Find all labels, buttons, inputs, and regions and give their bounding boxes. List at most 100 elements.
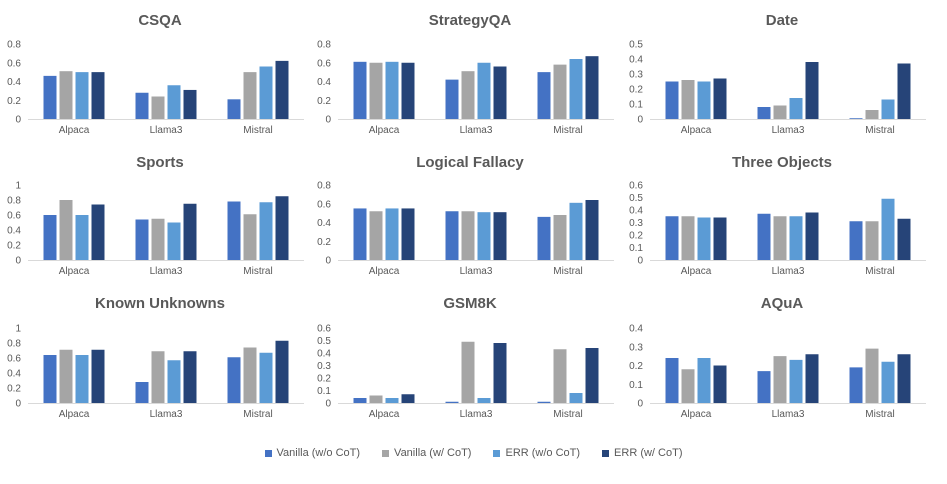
bar-alpaca-vanilla-w-o-cot [43,75,57,119]
bar-llama3-vanilla-w-cot [773,105,787,119]
x-category-label: Llama3 [460,125,493,136]
bar-mistral-vanilla-w-o-cot [537,216,551,260]
bar-alpaca-err-w-cot [713,78,727,119]
bar-llama3-vanilla-w-o-cot [135,382,149,403]
bar-alpaca-err-w-cot [91,204,105,260]
legend: Vanilla (w/o CoT) Vanilla (w/ CoT) ERR (… [0,444,947,462]
y-tick-label: 0.4 [7,226,21,237]
bar-alpaca-err-w-cot [713,365,727,403]
bar-mistral-err-w-o-cot [259,352,273,403]
y-tick-label: 0.4 [7,369,21,380]
y-tick-label: 0 [15,115,21,126]
x-category-label: Mistral [553,409,582,420]
bar-llama3-err-w-o-cot [167,222,181,260]
bar-llama3-err-w-cot [805,62,819,119]
bar-alpaca-vanilla-w-cot [681,369,695,403]
y-tick-label: 0 [325,399,331,410]
chart-title: Known Unknowns [95,295,225,312]
bar-mistral-vanilla-w-cot [243,72,257,119]
legend-label: Vanilla (w/o CoT) [276,447,361,459]
y-tick-label: 0.4 [7,77,21,88]
y-tick-label: 0.2 [7,384,21,395]
bar-mistral-err-w-cot [275,340,289,403]
legend-item-err-no-cot: ERR (w/o CoT) [493,444,580,462]
bar-alpaca-vanilla-w-o-cot [353,208,367,260]
legend-swatch-vanilla-cot [382,449,390,457]
bar-mistral-vanilla-w-o-cot [227,201,241,260]
bar-alpaca-vanilla-w-cot [369,211,383,260]
x-category-label: Mistral [865,125,894,136]
bar-llama3-err-w-cot [493,343,507,403]
y-tick-label: 0.8 [317,181,331,192]
y-tick-label: 0 [15,399,21,410]
y-tick-label: 0.4 [629,324,643,335]
bar-mistral-err-w-cot [897,63,911,119]
bar-mistral-vanilla-w-cot [865,348,879,403]
bar-llama3-vanilla-w-cot [151,218,165,260]
legend-swatch-err-cot [602,449,610,457]
bar-llama3-vanilla-w-o-cot [757,213,771,260]
y-tick-label: 0.3 [317,361,331,372]
y-tick-label: 0.1 [629,380,643,391]
bar-llama3-vanilla-w-cot [461,341,475,403]
bar-mistral-err-w-o-cot [881,198,895,260]
bar-mistral-err-w-cot [585,56,599,119]
bar-llama3-vanilla-w-cot [461,211,475,260]
x-category-label: Llama3 [772,266,805,277]
bar-alpaca-vanilla-w-cot [681,216,695,260]
y-tick-label: 0.8 [7,339,21,350]
bar-llama3-vanilla-w-cot [773,356,787,403]
bar-mistral-vanilla-w-o-cot [227,99,241,119]
bar-alpaca-vanilla-w-o-cot [43,215,57,260]
bar-llama3-err-w-o-cot [789,216,803,260]
bar-llama3-err-w-cot [805,212,819,260]
y-tick-label: 1 [15,324,21,335]
y-tick-label: 0.6 [629,181,643,192]
x-category-label: Llama3 [150,266,183,277]
y-tick-label: 0.6 [317,324,331,335]
bar-llama3-err-w-cot [183,89,197,119]
y-tick-label: 0.2 [629,231,643,242]
bar-llama3-vanilla-w-cot [773,216,787,260]
y-tick-label: 0 [637,256,643,267]
chart-sports: Sports 0 0.2 0.4 0.6 0.8 1 Alpaca Llama3 Mistral [7,154,304,277]
bar-llama3-err-w-cot [493,66,507,119]
bar-llama3-err-w-cot [183,351,197,403]
x-category-label: Llama3 [150,125,183,136]
chart-date: Date 0 0.1 0.2 0.3 0.4 0.5 Alpaca Llama3 Mistral [629,12,926,136]
bar-mistral-vanilla-w-cot [865,110,879,119]
bar-llama3-err-w-o-cot [789,359,803,403]
bar-mistral-err-w-cot [275,196,289,260]
bar-alpaca-err-w-o-cot [75,355,89,403]
legend-swatch-vanilla-no-cot [264,449,272,457]
x-category-label: Alpaca [681,125,712,136]
bar-llama3-err-w-o-cot [789,98,803,119]
x-category-label: Mistral [553,125,582,136]
chart-title: Logical Fallacy [416,154,524,171]
bar-mistral-vanilla-w-cot [243,347,257,403]
x-category-label: Alpaca [369,125,400,136]
bar-mistral-err-w-cot [585,348,599,403]
chart-title: Three Objects [732,154,832,171]
y-tick-label: 0 [637,115,643,126]
chart-known-unknowns: Known Unknowns 0 0.2 0.4 0.6 0.8 1 Alpaca Llama3… [7,295,304,420]
chart-title: Date [766,12,799,29]
bar-llama3-vanilla-w-o-cot [757,107,771,119]
bar-alpaca-vanilla-w-cot [369,62,383,119]
x-category-label: Alpaca [59,125,90,136]
bar-alpaca-vanilla-w-o-cot [665,216,679,260]
y-tick-label: 0.5 [317,336,331,347]
legend-item-vanilla-no-cot: Vanilla (w/o CoT) [264,444,361,462]
bar-mistral-err-w-cot [897,218,911,260]
bar-mistral-vanilla-w-cot [553,64,567,119]
bar-llama3-err-w-o-cot [477,398,491,403]
x-category-label: Alpaca [681,409,712,420]
bar-alpaca-err-w-cot [401,62,415,119]
y-tick-label: 0.3 [629,218,643,229]
bar-llama3-err-w-o-cot [167,360,181,403]
legend-item-err-cot: ERR (w/ CoT) [602,444,683,462]
bar-mistral-err-w-o-cot [259,202,273,260]
x-category-label: Alpaca [369,266,400,277]
chart-title: Sports [136,154,184,171]
